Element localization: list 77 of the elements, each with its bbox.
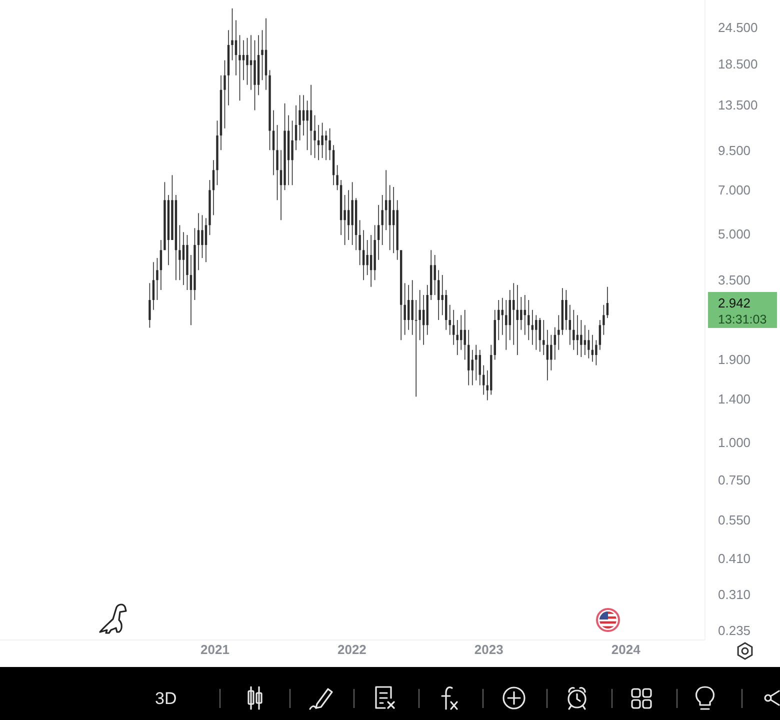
y-tick-label: 24.500 [718, 20, 758, 36]
y-tick-label: 0.550 [718, 512, 751, 528]
candlestick [332, 145, 335, 186]
candlestick [414, 300, 418, 397]
candlestick [310, 84, 312, 156]
y-tick-label: 18.500 [718, 56, 758, 72]
y-tick-label: 13.500 [718, 97, 758, 112]
x-tick-label: 2021 [200, 642, 230, 658]
candlestick [197, 213, 200, 270]
y-tick-label: 1.000 [718, 435, 751, 450]
candlestick [381, 195, 384, 245]
candlestick [494, 310, 496, 360]
candlestick [438, 270, 440, 320]
candlestick [430, 250, 432, 300]
candlestick [208, 180, 211, 235]
candlestick [501, 298, 504, 335]
y-tick-label: 1.900 [718, 352, 751, 367]
candlestick [272, 110, 275, 176]
candlestick [475, 344, 478, 380]
candlestick [186, 234, 188, 290]
candlestick [426, 284, 428, 335]
candlestick [448, 304, 451, 335]
candlestick [268, 70, 271, 150]
candlestick [148, 283, 151, 328]
text: 3D [155, 688, 177, 708]
text: 13:31:03 [718, 312, 767, 326]
candlestick [204, 218, 208, 262]
candlestick [400, 250, 402, 340]
candlestick [160, 240, 162, 290]
candlestick [554, 327, 556, 360]
y-tick-label: 0.310 [718, 587, 751, 602]
candlestick [464, 310, 466, 360]
candlestick [602, 304, 605, 335]
candlestick [362, 230, 365, 280]
candlestick [377, 205, 380, 260]
candlestick [298, 95, 301, 140]
y-tick-label: 5.000 [718, 226, 751, 242]
candlestick [294, 105, 298, 150]
candlestick [568, 304, 572, 345]
candlestick [452, 310, 455, 345]
candlestick [498, 300, 500, 340]
candlestick [468, 330, 470, 386]
candlestick [478, 350, 481, 386]
y-tick-label: 1.400 [718, 391, 751, 406]
candlestick [212, 160, 215, 216]
candlestick [516, 284, 518, 356]
y-tick-label: 9.500 [718, 143, 751, 158]
candlestick [591, 334, 594, 362]
y-tick-label: 0.410 [718, 550, 751, 566]
candlestick [317, 124, 320, 160]
x-tick-label: 2022 [337, 642, 366, 658]
candlestick [482, 365, 485, 395]
candlestick [598, 320, 602, 350]
candlestick [512, 283, 515, 345]
candlestick [561, 288, 564, 335]
y-tick-label: 3.500 [718, 272, 751, 288]
candlestick [216, 120, 218, 186]
candlestick [471, 350, 474, 386]
candlestick [524, 294, 526, 335]
candlestick [606, 286, 609, 318]
y-tick-label: 7.000 [718, 182, 751, 198]
x-tick-label: 2024 [611, 642, 642, 658]
candlestick [411, 280, 414, 335]
candlestick [434, 254, 436, 295]
candlestick [152, 262, 155, 310]
candlestick [336, 165, 338, 190]
candlestick [538, 318, 542, 352]
candlestick [358, 220, 361, 266]
x-tick-label: 2023 [474, 642, 504, 658]
y-tick-label: 0.750 [718, 472, 751, 488]
candlestick [546, 330, 549, 380]
text: 2.942 [718, 296, 751, 311]
y-tick-label: 0.235 [718, 623, 751, 638]
candlestick [505, 300, 508, 350]
candlestick [220, 75, 222, 150]
candlestick [227, 30, 230, 106]
candlestick [264, 18, 268, 90]
